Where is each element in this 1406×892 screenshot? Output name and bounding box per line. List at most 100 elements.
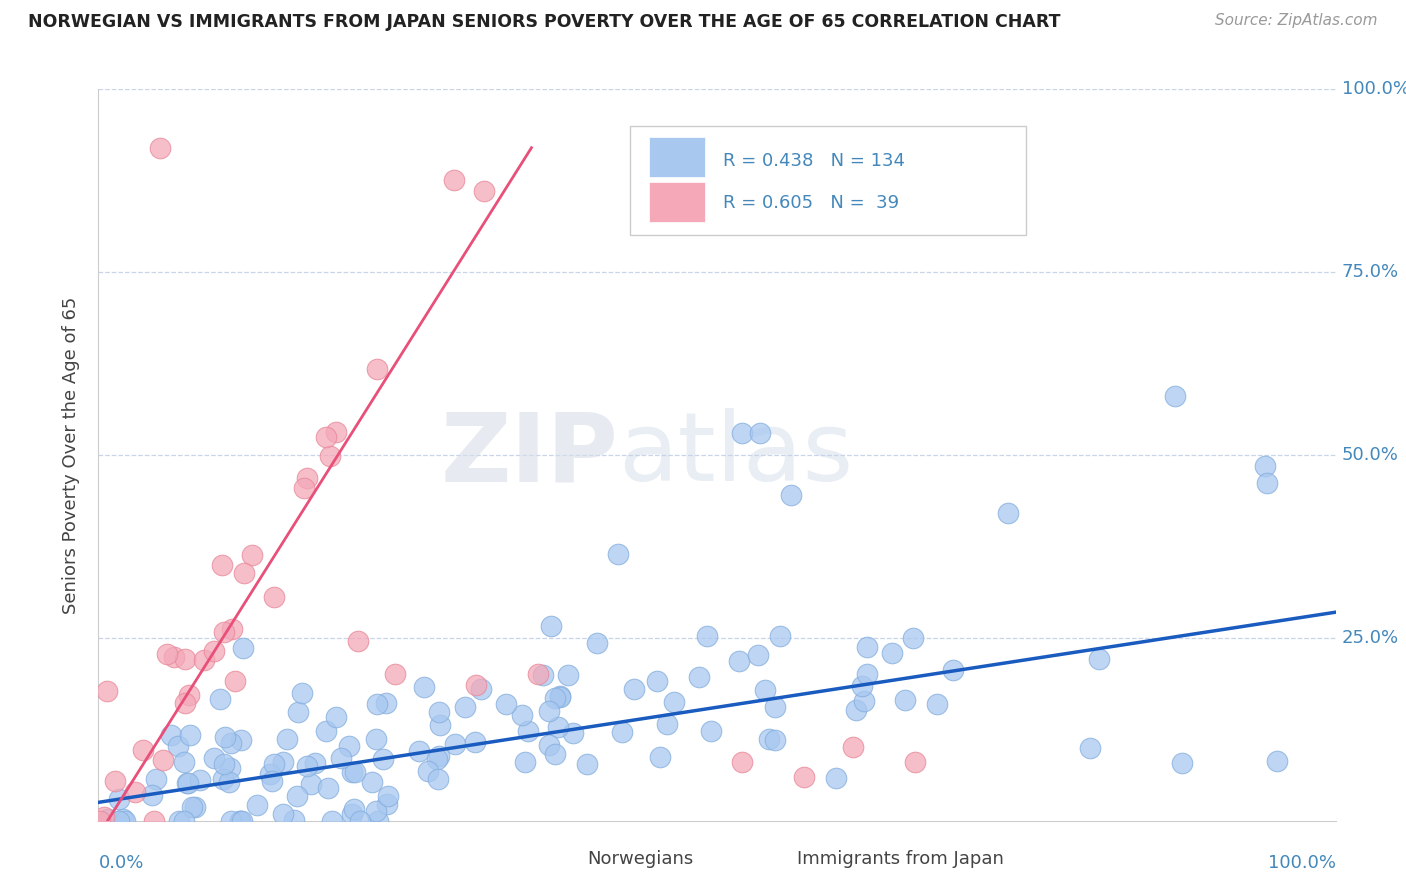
Point [349, 814, 371, 828]
Point [219, 814, 242, 828]
Point [842, 740, 865, 755]
Point [538, 704, 561, 718]
Point [749, 425, 772, 440]
Point [426, 752, 449, 766]
Point [96, 684, 118, 698]
Point [427, 706, 450, 720]
Point [623, 681, 645, 696]
Point [108, 792, 131, 806]
Point [159, 728, 181, 742]
Point [547, 720, 569, 734]
Point [202, 643, 225, 657]
Point [259, 766, 281, 780]
Point [688, 670, 710, 684]
Point [208, 692, 231, 706]
Point [229, 814, 252, 828]
Point [231, 814, 253, 828]
Point [347, 634, 370, 648]
Point [173, 652, 195, 666]
Point [214, 730, 236, 744]
Point [340, 806, 363, 821]
Point [408, 743, 430, 757]
Point [650, 750, 672, 764]
Point [531, 668, 554, 682]
Bar [650, 136, 704, 177]
Point [429, 718, 451, 732]
Text: NORWEGIAN VS IMMIGRANTS FROM JAPAN SENIORS POVERTY OVER THE AGE OF 65 CORRELATIO: NORWEGIAN VS IMMIGRANTS FROM JAPAN SENIO… [28, 13, 1060, 31]
Point [263, 591, 285, 605]
Point [610, 724, 633, 739]
Point [295, 470, 318, 484]
Text: Source: ZipAtlas.com: Source: ZipAtlas.com [1215, 13, 1378, 29]
Point [202, 751, 225, 765]
Point [273, 755, 295, 769]
Point [413, 680, 436, 694]
Point [375, 797, 398, 812]
Point [152, 753, 174, 767]
Text: Immigrants from Japan: Immigrants from Japan [797, 850, 1004, 869]
Point [276, 732, 298, 747]
Point [114, 814, 136, 828]
Point [903, 632, 925, 646]
Point [167, 739, 190, 754]
Point [291, 686, 314, 700]
Point [184, 800, 207, 814]
Point [1265, 754, 1288, 768]
Point [470, 681, 492, 696]
Point [287, 705, 309, 719]
Point [177, 775, 200, 789]
Text: 0.0%: 0.0% [98, 854, 143, 871]
Point [664, 696, 686, 710]
Point [586, 636, 609, 650]
Point [763, 733, 786, 747]
Point [340, 765, 363, 780]
Point [173, 755, 195, 769]
Point [526, 667, 548, 681]
Point [562, 726, 585, 740]
Point [177, 688, 200, 702]
Point [856, 640, 879, 654]
Point [366, 697, 388, 711]
Point [557, 667, 579, 681]
Point [548, 689, 571, 703]
Point [132, 743, 155, 757]
Point [474, 184, 496, 198]
Point [852, 694, 875, 708]
Point [343, 802, 366, 816]
Point [540, 618, 562, 632]
Point [219, 761, 242, 775]
Point [377, 789, 399, 804]
Point [315, 724, 337, 739]
Point [104, 774, 127, 789]
Point [825, 772, 848, 786]
Point [143, 814, 166, 828]
Point [304, 756, 326, 771]
Point [329, 751, 352, 765]
Point [517, 724, 540, 739]
Point [510, 707, 533, 722]
Point [176, 776, 198, 790]
Point [1254, 459, 1277, 474]
Point [228, 814, 250, 828]
Point [173, 814, 195, 828]
Point [124, 784, 146, 798]
Point [607, 547, 630, 561]
Point [366, 362, 388, 376]
Point [337, 739, 360, 754]
Point [297, 759, 319, 773]
FancyBboxPatch shape [630, 126, 1026, 235]
Point [221, 622, 243, 636]
Text: 100.0%: 100.0% [1341, 80, 1406, 98]
Text: atlas: atlas [619, 409, 853, 501]
Point [443, 737, 465, 751]
Point [464, 678, 486, 692]
Point [97, 812, 120, 826]
Point [731, 755, 754, 769]
Point [367, 814, 389, 828]
Point [149, 141, 172, 155]
Point [193, 653, 215, 667]
Point [294, 481, 316, 495]
Point [538, 738, 561, 752]
Point [179, 728, 201, 742]
Point [374, 696, 396, 710]
